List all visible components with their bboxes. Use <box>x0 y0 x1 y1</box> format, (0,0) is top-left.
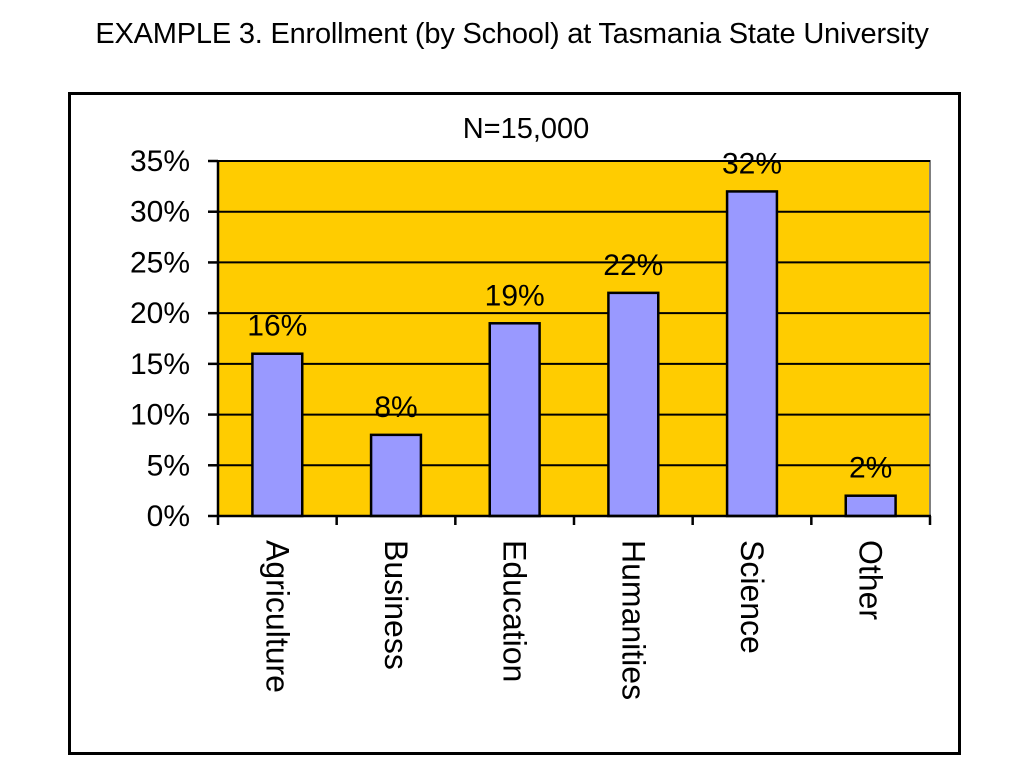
gridlines <box>218 160 930 467</box>
y-tick-label: 30% <box>130 196 190 229</box>
bar-business <box>369 433 423 518</box>
y-tick-label: 5% <box>147 449 190 482</box>
y-tick-label: 15% <box>130 348 190 381</box>
axes <box>208 159 932 525</box>
data-label-agriculture: 16% <box>247 310 307 343</box>
data-label-other: 2% <box>849 452 892 485</box>
bar-other <box>844 494 897 518</box>
y-tick-label: 20% <box>130 297 190 330</box>
data-label-business: 8% <box>374 391 417 424</box>
x-tick-label-science: Science <box>734 540 770 654</box>
bar-humanities <box>607 291 660 518</box>
data-label-education: 19% <box>485 279 545 312</box>
x-tick-label-other: Other <box>853 540 889 620</box>
y-tick-label: 25% <box>130 246 190 279</box>
y-tick-label: 35% <box>130 145 190 178</box>
bar-agriculture <box>251 352 304 518</box>
y-tick-label: 0% <box>147 500 190 533</box>
plot-area <box>217 160 931 517</box>
x-tick-label-agriculture: Agriculture <box>259 540 295 693</box>
x-tick-label-education: Education <box>497 540 533 682</box>
x-tick-label-business: Business <box>378 540 414 670</box>
bar-education <box>488 322 541 518</box>
y-tick-label: 10% <box>130 399 190 432</box>
data-labels: 16% 8% 19% 22% 32% 2% <box>247 147 892 484</box>
page-title: EXAMPLE 3. Enrollment (by School) at Tas… <box>95 18 929 50</box>
sample-size-annotation: N=15,000 <box>463 113 590 145</box>
data-label-humanities: 22% <box>603 249 663 282</box>
bar-science <box>725 190 779 518</box>
data-label-science: 32% <box>722 147 782 180</box>
x-tick-label-humanities: Humanities <box>615 540 651 700</box>
y-tick-labels: 0% 5% 10% 15% 20% 25% 30% 35% <box>130 145 190 533</box>
x-tick-labels: Agriculture Business Education Humanities Sc… <box>259 540 888 700</box>
